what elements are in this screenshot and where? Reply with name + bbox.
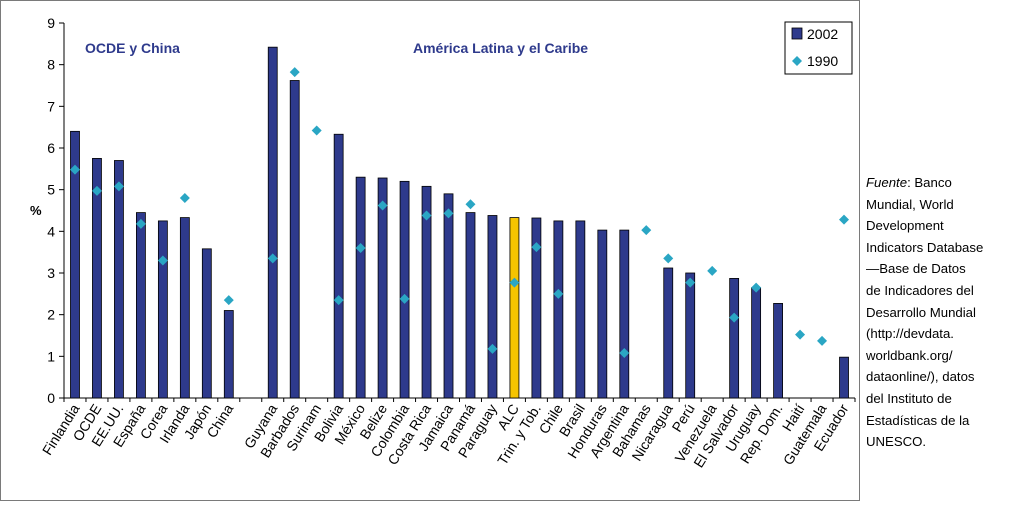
y-tick-label: 0 <box>47 390 55 406</box>
legend: 2002 1990 <box>784 21 853 75</box>
marker-1990 <box>91 185 102 196</box>
bar-2002 <box>553 220 564 399</box>
bar-2002 <box>201 248 212 399</box>
marker-1990 <box>267 253 278 264</box>
bar-2002 <box>377 177 388 399</box>
y-tick-label: 3 <box>47 265 55 281</box>
bar-2002 <box>421 185 432 399</box>
bar-2002 <box>70 130 80 399</box>
marker-1990 <box>399 293 410 304</box>
bar-2002 <box>509 217 520 399</box>
y-tick-label: 1 <box>47 348 55 364</box>
marker-1990 <box>487 343 498 354</box>
bar-2002 <box>179 217 190 399</box>
marker-1990 <box>663 253 674 264</box>
marker-1990 <box>443 208 454 219</box>
marker-1990 <box>355 243 366 253</box>
marker-1990 <box>69 164 80 175</box>
marker-1990 <box>839 214 850 225</box>
marker-1990 <box>531 242 542 253</box>
bar-2002 <box>136 212 146 399</box>
bar-2002 <box>597 229 608 399</box>
bar-2002 <box>399 180 410 399</box>
bar-2002 <box>619 229 630 399</box>
bar-2002 <box>157 220 168 399</box>
bar-2002 <box>751 287 762 399</box>
bar-2002 <box>355 176 366 399</box>
marker-1990 <box>707 265 718 276</box>
marker-1990 <box>377 200 388 211</box>
legend-2002-label: 2002 <box>807 26 838 42</box>
marker-1990 <box>685 277 696 288</box>
marker-1990 <box>333 295 344 306</box>
y-axis-label: % <box>30 203 42 218</box>
marker-1990 <box>729 312 740 323</box>
marker-1990 <box>179 193 190 203</box>
bar-2002 <box>487 215 498 399</box>
legend-1990-marker <box>792 56 802 66</box>
source-note: Fuente: Banco Mundial, World Development… <box>866 172 1014 453</box>
bar-2002 <box>729 278 740 399</box>
marker-1990 <box>289 67 300 78</box>
y-tick-label: 4 <box>47 223 55 239</box>
legend-2002-swatch <box>791 27 803 40</box>
marker-1990 <box>619 348 630 358</box>
bar-2002 <box>685 272 696 399</box>
marker-1990 <box>421 210 432 221</box>
legend-1990-label: 1990 <box>807 53 838 69</box>
y-tick-label: 9 <box>47 15 55 31</box>
bar-2002 <box>663 267 674 399</box>
bar-2002 <box>114 160 124 399</box>
marker-1990 <box>817 335 828 346</box>
source-note-text: : Banco Mundial, World Development Indic… <box>866 175 984 450</box>
marker-1990 <box>465 199 476 210</box>
y-tick-label: 5 <box>47 182 55 198</box>
bar-2002 <box>443 193 454 399</box>
marker-1990 <box>135 218 146 229</box>
bar-2002 <box>465 212 476 399</box>
source-note-label: Fuente <box>866 175 908 190</box>
marker-1990 <box>795 329 806 340</box>
bar-2002 <box>267 46 278 399</box>
y-tick-label: 2 <box>47 307 55 323</box>
bar-2002 <box>223 310 234 399</box>
marker-1990 <box>157 255 168 266</box>
marker-1990 <box>751 282 762 293</box>
bar-2002 <box>773 303 783 399</box>
bar-2002 <box>333 133 344 399</box>
bar-2002 <box>92 158 102 399</box>
marker-1990 <box>223 295 234 306</box>
y-tick-label: 8 <box>47 57 55 73</box>
marker-1990 <box>553 288 564 299</box>
bar-2002 <box>289 80 300 399</box>
y-tick-label: 7 <box>47 98 55 114</box>
marker-1990 <box>509 277 520 288</box>
group-label-latam: América Latina y el Caribe <box>413 40 588 56</box>
group-label-oecd: OCDE y China <box>85 40 180 56</box>
marker-1990 <box>641 225 652 236</box>
bar-2002 <box>839 356 849 399</box>
marker-1990 <box>113 181 124 192</box>
y-tick-label: 6 <box>47 140 55 156</box>
bar-2002 <box>531 217 542 399</box>
bar-2002 <box>575 220 586 399</box>
marker-1990 <box>311 125 322 136</box>
